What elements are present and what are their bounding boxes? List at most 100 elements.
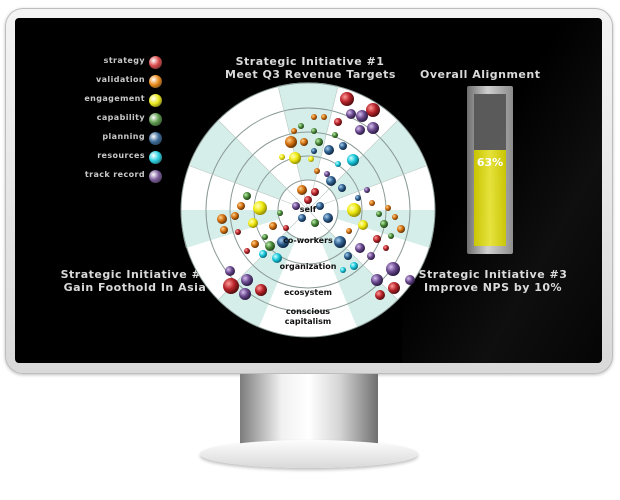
gauge-track: 63% [474, 94, 506, 246]
bubble-validation [314, 168, 320, 174]
bubble-planning [277, 236, 289, 248]
bubble-validation [369, 200, 375, 206]
legend-swatch [149, 151, 162, 164]
bubble-validation [291, 128, 297, 134]
bubble-track-record [225, 266, 235, 276]
bubble-validation [220, 226, 228, 234]
bubble-strategy [255, 284, 267, 296]
bubble-planning [339, 142, 347, 150]
bubble-track-record [405, 275, 415, 285]
legend-label: engagement [84, 94, 145, 103]
initiative-2-line2: Gain Foothold In Asia [63, 281, 207, 294]
bubble-strategy [373, 235, 381, 243]
legend-swatch [149, 170, 162, 183]
sector-shade [308, 210, 436, 248]
bubble-planning [324, 145, 334, 155]
ring-labels: self co-workers organization ecosystem c… [280, 205, 337, 326]
bubble-track-record [355, 125, 365, 135]
bubble-strategy [223, 278, 239, 294]
bubble-planning [298, 214, 306, 222]
bubble-planning [334, 236, 346, 248]
initiative-1-line1: Strategic Initiative #1 [235, 55, 385, 68]
bubble-validation [217, 214, 227, 224]
bubble-strategy [244, 248, 250, 254]
bubble-planning [338, 184, 346, 192]
bubble-validation [392, 214, 398, 220]
bubble-validation [321, 114, 327, 120]
bubble-track-record [367, 252, 375, 260]
legend-item-strategy: strategy [75, 56, 225, 70]
legend-item-engagement: engagement [75, 94, 225, 108]
bubble-planning [355, 195, 361, 201]
screen: strategy validation engagement capabilit… [15, 18, 602, 363]
bubble-resources [259, 250, 267, 258]
bubble-track-record [364, 187, 370, 193]
bubble-resources [350, 262, 358, 270]
monitor-frame: strategy validation engagement capabilit… [5, 8, 613, 374]
bubble-planning [311, 148, 317, 154]
bubble-validation [311, 114, 317, 120]
legend-swatch [149, 132, 162, 145]
alignment-bubbles [217, 92, 415, 300]
initiative-3-title: Strategic Initiative #3 Improve NPS by 1… [413, 268, 573, 294]
gauge-fill [474, 150, 506, 246]
legend-label: resources [97, 151, 145, 160]
bubble-validation [285, 136, 297, 148]
bubble-engagement [358, 220, 368, 230]
bubble-track-record [367, 122, 379, 134]
bubble-track-record [386, 262, 400, 276]
bubble-track-record [346, 109, 356, 119]
bubble-capability [311, 219, 319, 227]
sector-shade [180, 210, 308, 248]
bubble-validation [346, 228, 352, 234]
bubble-strategy [375, 290, 385, 300]
bubble-strategy [304, 196, 312, 204]
bubble-capability [380, 220, 388, 228]
legend-label: capability [96, 113, 145, 122]
legend-swatch [149, 94, 162, 107]
bubble-strategy [235, 229, 241, 235]
bubble-planning [323, 213, 333, 223]
bubble-track-record [324, 171, 330, 177]
monitor-stand-base [200, 440, 418, 468]
initiative-1-line2: Meet Q3 Revenue Targets [225, 68, 396, 81]
bubble-validation [269, 222, 277, 230]
bubble-track-record [292, 202, 300, 210]
bubble-capability [376, 211, 382, 217]
legend-label: track record [84, 170, 145, 179]
label-organization: organization [280, 262, 337, 271]
bubble-capability [262, 234, 268, 240]
bubble-strategy [340, 92, 354, 106]
legend-label: strategy [103, 56, 145, 65]
bubble-planning [344, 252, 352, 260]
bubble-engagement [289, 152, 301, 164]
label-co-workers: co-workers [283, 236, 333, 245]
alignment-gauge: 63% [467, 86, 513, 254]
bubble-resources [272, 253, 282, 263]
legend-swatch [149, 56, 162, 69]
initiative-3-line1: Strategic Initiative #3 [418, 268, 568, 281]
bubble-validation [397, 225, 405, 233]
initiative-3-line2: Improve NPS by 10% [423, 281, 563, 294]
bubble-validation [297, 185, 307, 195]
bubble-strategy [334, 118, 342, 126]
bubble-capability [388, 233, 394, 239]
bubble-resources [340, 267, 346, 273]
gauge-percent: 63% [476, 156, 504, 169]
label-capitalism: capitalism [285, 317, 331, 326]
bubble-track-record [239, 288, 251, 300]
bubble-capability [311, 128, 317, 134]
legend-label: planning [102, 132, 145, 141]
label-conscious: conscious [286, 307, 330, 316]
bubble-engagement [279, 154, 285, 160]
bubble-capability [243, 192, 251, 200]
bubble-validation [385, 205, 391, 211]
bubble-capability [298, 123, 304, 129]
bubble-validation [237, 202, 245, 210]
bubble-validation [300, 138, 308, 146]
initiative-1-title: Strategic Initiative #1 Meet Q3 Revenue … [225, 55, 395, 81]
bubble-resources [347, 154, 359, 166]
alignment-target: self co-workers organization ecosystem c… [180, 82, 436, 338]
bubble-engagement [308, 156, 314, 162]
bubble-capability [265, 241, 275, 251]
